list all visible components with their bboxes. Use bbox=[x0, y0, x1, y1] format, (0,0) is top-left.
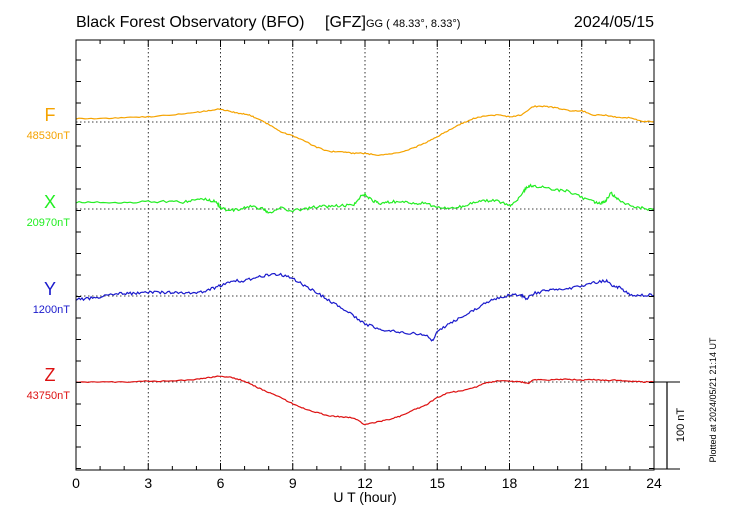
series-line-Y bbox=[75, 272, 655, 342]
series-baseline-Y: 1200nT bbox=[33, 304, 71, 316]
series-baseline-X: 20970nT bbox=[27, 217, 71, 229]
x-tick-label-9: 9 bbox=[289, 475, 297, 491]
x-ticks: 0 3 6 9 12 15 18 21 24 bbox=[72, 40, 662, 491]
series-baseline-F: 48530nT bbox=[27, 130, 71, 142]
plotted-at-note: Plotted at 2024/05/21 21:14 UT bbox=[708, 337, 718, 463]
scale-bar-label: 100 nT bbox=[675, 408, 687, 443]
series-line-F bbox=[75, 105, 655, 157]
series-name-X: X bbox=[44, 192, 56, 212]
series-layer bbox=[75, 105, 655, 426]
institute-label: [GFZ] bbox=[325, 14, 366, 31]
x-tick-label-12: 12 bbox=[357, 475, 373, 491]
series-line-Z bbox=[76, 375, 655, 426]
x-tick-label-15: 15 bbox=[429, 475, 445, 491]
series-line-X bbox=[75, 183, 655, 214]
series-name-F: F bbox=[45, 105, 56, 125]
x-tick-label-0: 0 bbox=[72, 475, 80, 491]
x-tick-label-6: 6 bbox=[217, 475, 225, 491]
x-axis-label: U T (hour) bbox=[333, 489, 396, 505]
x-tick-label-24: 24 bbox=[646, 475, 662, 491]
x-tick-label-21: 21 bbox=[574, 475, 590, 491]
scale-bar: 100 nT bbox=[654, 381, 687, 470]
x-tick-label-18: 18 bbox=[502, 475, 518, 491]
date-label: 2024/05/15 bbox=[574, 14, 654, 31]
series-baseline-Z: 43750nT bbox=[27, 390, 71, 402]
series-labels: F 48530nT X 20970nT Y 1200nT Z 43750nT bbox=[27, 105, 71, 402]
series-name-Y: Y bbox=[44, 279, 56, 299]
series-name-Z: Z bbox=[45, 365, 56, 385]
grid bbox=[76, 40, 654, 470]
coordinates-label: GG ( 48.33°, 8.33°) bbox=[366, 18, 460, 30]
x-tick-label-3: 3 bbox=[144, 475, 152, 491]
chart-title: Black Forest Observatory (BFO) bbox=[76, 14, 305, 31]
